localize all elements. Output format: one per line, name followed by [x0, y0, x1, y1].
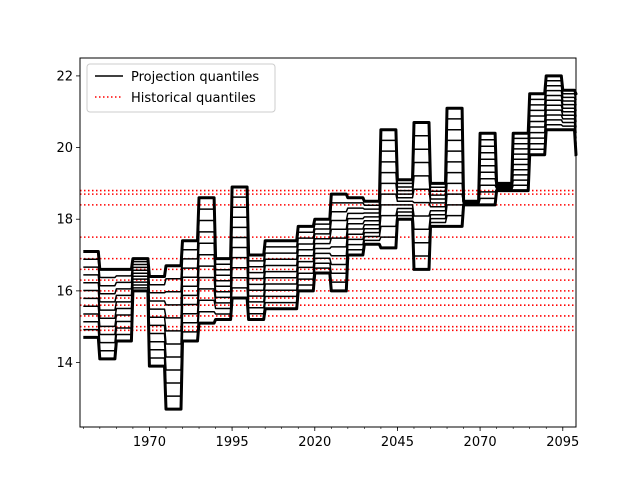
x-tick-label: 2070	[464, 435, 497, 450]
legend-historical-label: Historical quantiles	[131, 91, 256, 106]
y-tick-label: 20	[56, 141, 73, 156]
legend: Projection quantiles Historical quantile…	[86, 63, 276, 113]
x-tick-label: 1995	[216, 435, 249, 450]
y-tick-label: 22	[56, 69, 73, 84]
legend-projection-label: Projection quantiles	[131, 70, 259, 85]
legend-box	[86, 63, 276, 113]
projection-quantile-line	[83, 74, 578, 278]
x-tick-label: 2045	[381, 435, 414, 450]
x-tick-label: 2020	[298, 435, 331, 450]
y-tick-label: 14	[56, 356, 73, 371]
x-tick-label: 2095	[546, 435, 579, 450]
y-tick-label: 16	[56, 284, 73, 299]
axes-frame	[79, 57, 577, 428]
y-axis: 14 16 18 20 22	[56, 69, 80, 371]
x-tick-label: 1970	[133, 435, 166, 450]
x-axis: 1970 1995 2020 2045 2070 2095	[83, 427, 579, 450]
plot-area	[80, 74, 578, 411]
y-tick-label: 18	[56, 213, 73, 228]
